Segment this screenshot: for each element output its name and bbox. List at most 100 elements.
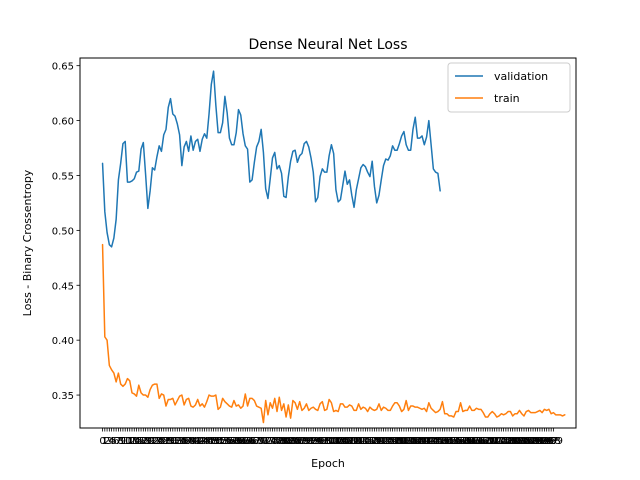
y-tick-label: 0.65: [52, 62, 74, 73]
x-tick-label: 123: [372, 436, 391, 447]
x-tick-label: 21: [144, 436, 157, 447]
x-tick-label: 160: [456, 436, 475, 447]
x-tick-label: 91: [302, 436, 315, 447]
x-tick-label: 75: [266, 436, 279, 447]
x-tick-label: 116: [356, 436, 375, 447]
x-tick-label: 23: [148, 436, 161, 447]
x-tick-label: 90: [300, 436, 313, 447]
x-tick-label: 40: [187, 436, 200, 447]
x-tick-label: 86: [291, 436, 304, 447]
legend-label-train: train: [494, 92, 520, 105]
chart-title: Dense Neural Net Loss: [249, 37, 408, 53]
legend-label-validation: validation: [494, 70, 548, 83]
x-tick-label: 9: [120, 436, 126, 447]
x-tick-label: 161: [458, 436, 477, 447]
x-tick-label: 7: [115, 436, 121, 447]
x-tick-label: 5: [111, 436, 117, 447]
x-tick-label: 28: [160, 436, 173, 447]
x-tick-label: 80: [277, 436, 290, 447]
y-tick-label: 0.50: [52, 226, 74, 237]
x-tick-label: 70: [255, 436, 268, 447]
x-tick-label: 110: [342, 436, 361, 447]
x-tick-label: 114: [351, 436, 370, 447]
x-tick-label: 45: [198, 436, 211, 447]
x-tick-label: 10: [119, 436, 132, 447]
x-tick-label: 8: [117, 436, 123, 447]
y-tick-label: 0.35: [52, 391, 74, 402]
y-tick-label: 0.60: [52, 117, 74, 128]
x-tick-label: 71: [257, 436, 270, 447]
x-tick-label: 33: [171, 436, 184, 447]
x-tick-label: 149: [431, 436, 450, 447]
x-tick-label: 55: [221, 436, 234, 447]
x-tick-label: 151: [435, 436, 454, 447]
x-tick-label: 144: [419, 436, 438, 447]
x-tick-label: 24: [151, 436, 164, 447]
x-tick-label: 22: [146, 436, 159, 447]
x-tick-label: 42: [191, 436, 204, 447]
x-tick-label: 184: [510, 436, 529, 447]
x-tick-label: 63: [239, 436, 252, 447]
x-tick-label: 17: [135, 436, 148, 447]
x-tick-label: 88: [296, 436, 309, 447]
x-tick-label: 43: [194, 436, 207, 447]
x-tick-label: 170: [478, 436, 497, 447]
x-tick-label: 140: [410, 436, 429, 447]
x-tick-label: 52: [214, 436, 227, 447]
x-tick-label: 93: [307, 436, 320, 447]
x-tick-label: 138: [406, 436, 425, 447]
x-tick-label: 117: [358, 436, 377, 447]
x-tick-label: 115: [354, 436, 373, 447]
x-tick-label: 193: [530, 436, 549, 447]
x-tick-label: 173: [485, 436, 504, 447]
x-tick-label: 79: [275, 436, 288, 447]
x-tick-label: 152: [437, 436, 456, 447]
x-tick-label: 49: [207, 436, 220, 447]
x-tick-label: 175: [490, 436, 509, 447]
x-tick-label: 154: [442, 436, 461, 447]
x-tick-label: 77: [271, 436, 284, 447]
y-axis-label: Loss - Binary Crossentropy: [21, 169, 34, 316]
x-tick-label: 20: [141, 436, 154, 447]
x-tick-label: 98: [318, 436, 331, 447]
series-line-validation: [101, 70, 441, 248]
x-tick-label: 58: [228, 436, 241, 447]
x-tick-label: 82: [282, 436, 295, 447]
x-tick-label: 65: [243, 436, 256, 447]
x-tick-label: 159: [453, 436, 472, 447]
x-tick-label: 32: [169, 436, 182, 447]
x-tick-label: 11: [121, 436, 134, 447]
x-tick-label: 112: [347, 436, 366, 447]
x-tick-label: 187: [517, 436, 536, 447]
x-tick-label: 72: [259, 436, 272, 447]
x-tick-label: 12: [123, 436, 136, 447]
x-tick-label: 62: [237, 436, 250, 447]
x-tick-label: 53: [216, 436, 229, 447]
x-tick-label: 46: [200, 436, 213, 447]
x-tick-label: 108: [338, 436, 357, 447]
x-tick-label: 64: [241, 436, 254, 447]
x-tick-label: 107: [335, 436, 354, 447]
x-tick-label: 157: [449, 436, 468, 447]
x-tick-label: 59: [230, 436, 243, 447]
x-tick-label: 41: [189, 436, 202, 447]
x-tick-label: 39: [185, 436, 198, 447]
x-tick-label: 155: [444, 436, 463, 447]
x-tick-label: 57: [225, 436, 238, 447]
x-tick-label: 34: [173, 436, 186, 447]
x-tick-label: 121: [367, 436, 386, 447]
x-tick-label: 129: [385, 436, 404, 447]
x-tick-label: 99: [320, 436, 333, 447]
x-tick-label: 189: [521, 436, 540, 447]
x-tick-label: 16: [132, 436, 145, 447]
x-tick-label: 54: [219, 436, 232, 447]
x-tick-label: 145: [422, 436, 441, 447]
x-tick-label: 131: [390, 436, 409, 447]
x-tick-label: 60: [232, 436, 245, 447]
x-tick-label: 48: [205, 436, 218, 447]
x-tick-label: 18: [137, 436, 150, 447]
x-tick-label: 102: [324, 436, 343, 447]
x-tick-label: 31: [166, 436, 179, 447]
x-tick-label: 84: [287, 436, 300, 447]
x-tick-label: 76: [268, 436, 281, 447]
